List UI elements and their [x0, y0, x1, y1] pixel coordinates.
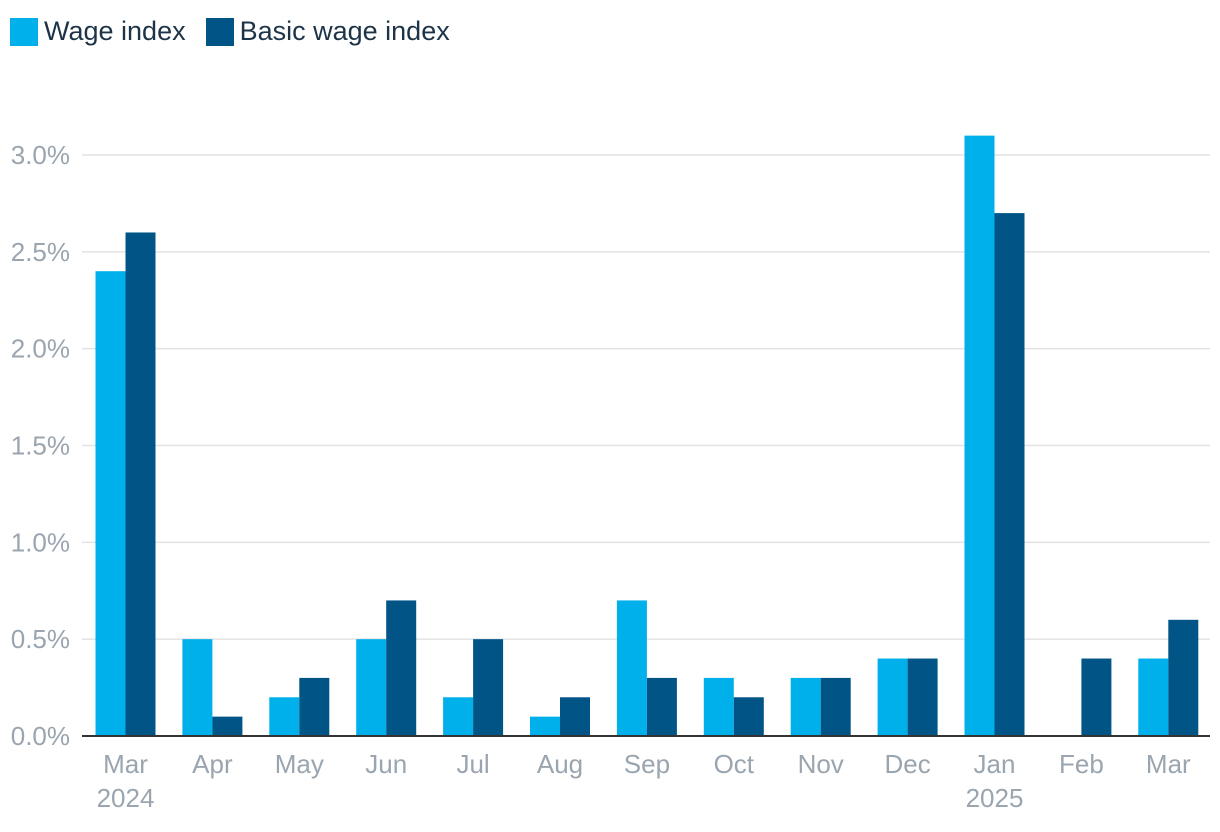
x-tick-label: Feb: [1059, 749, 1104, 779]
y-tick-label: 2.5%: [11, 237, 70, 267]
y-tick-label: 0.0%: [11, 721, 70, 751]
y-tick-label: 1.0%: [11, 527, 70, 557]
legend-item-basic-wage-index: Basic wage index: [205, 16, 450, 47]
bar-basic-wage-index: [1081, 658, 1112, 736]
bar-wage-index: [877, 658, 908, 736]
bar-basic-wage-index: [994, 213, 1025, 737]
x-tick-label: Jul: [456, 749, 489, 779]
bar-basic-wage-index: [212, 716, 243, 736]
legend-label-basic-wage-index: Basic wage index: [239, 16, 450, 46]
x-tick-year-label: 2025: [966, 783, 1024, 813]
y-axis-labels: 0.0% 0.5% 1.0% 1.5% 2.0% 2.5% 3.0%: [11, 140, 70, 751]
bar-wage-index: [616, 600, 647, 736]
bar-basic-wage-index: [125, 232, 156, 736]
bar-basic-wage-index: [820, 677, 851, 736]
y-tick-label: 3.0%: [11, 140, 70, 170]
bar-basic-wage-index: [560, 697, 590, 736]
bar-wage-index: [703, 677, 734, 736]
bar-basic-wage-index: [1168, 619, 1199, 736]
bar-wage-index: [182, 639, 213, 736]
legend-item-wage-index: Wage index: [10, 16, 186, 47]
bar-wage-index: [790, 677, 821, 736]
legend-swatch-basic-wage-index: [205, 17, 234, 46]
grid-lines: [82, 154, 1210, 640]
bar-basic-wage-index: [733, 697, 764, 736]
x-tick-label: Mar: [1146, 749, 1191, 779]
x-tick-label: Oct: [714, 749, 755, 779]
x-tick-label: Jan: [974, 749, 1016, 779]
x-tick-label: Jun: [365, 749, 407, 779]
legend-swatch-wage-index: [10, 17, 38, 46]
bar-wage-index: [443, 697, 474, 736]
bar-wage-index: [356, 639, 387, 736]
bar-wage-index: [1138, 658, 1169, 736]
legend-label-wage-index: Wage index: [44, 16, 186, 46]
bar-wage-index: [95, 271, 126, 736]
bar-wage-index: [269, 697, 300, 736]
bar-basic-wage-index: [646, 677, 677, 736]
y-tick-label: 0.5%: [11, 624, 70, 654]
x-tick-label: Sep: [624, 749, 670, 779]
x-tick-label: Apr: [192, 749, 233, 779]
y-tick-label: 1.5%: [11, 431, 70, 461]
bar-wage-index: [530, 716, 560, 736]
x-axis-labels: Mar 2024 Apr May Jun Jul Aug Sep Oct Nov Dec Jan 202…: [97, 749, 1191, 813]
bar-basic-wage-index: [473, 639, 504, 736]
y-tick-label: 2.0%: [11, 334, 70, 364]
bars: [95, 135, 1199, 737]
x-tick-label: May: [275, 749, 324, 779]
x-tick-label: Aug: [537, 749, 583, 779]
x-tick-label: Nov: [798, 749, 844, 779]
bar-basic-wage-index: [299, 677, 330, 736]
legend: Wage index Basic wage index: [10, 16, 470, 47]
bar-wage-index: [964, 135, 995, 737]
bar-basic-wage-index: [386, 600, 417, 736]
x-tick-year-label: 2024: [97, 783, 155, 813]
bar-basic-wage-index: [907, 658, 938, 736]
x-tick-label: Dec: [884, 749, 930, 779]
x-tick-label: Mar: [103, 749, 148, 779]
